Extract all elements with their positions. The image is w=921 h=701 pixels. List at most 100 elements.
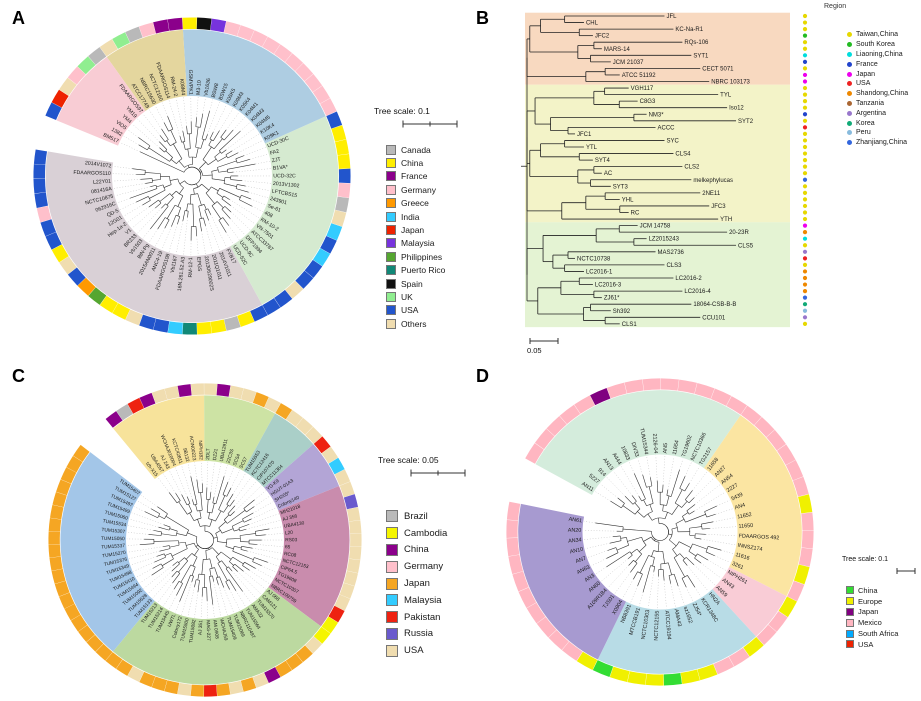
ring-segment [801, 530, 814, 549]
tree-arc [225, 579, 230, 582]
tip-label: SC54 [232, 453, 242, 467]
legend-label: Cambodia [404, 527, 448, 539]
ring-segment [112, 32, 130, 49]
tree-branch [688, 510, 695, 515]
tip-label: AM 0908 [211, 619, 219, 639]
tree-arc [211, 171, 213, 179]
legend-item-tanzania: Tanzania [847, 99, 908, 109]
tree-branch [140, 178, 153, 180]
legend-swatch [386, 644, 398, 657]
leader-dotted-line [663, 580, 667, 609]
region-dot [802, 144, 808, 150]
tree-branch [255, 534, 266, 536]
tree-branch [215, 556, 221, 563]
tip-label: TUM15307 [101, 527, 126, 535]
ring-segment [88, 287, 107, 305]
tree-branch [689, 526, 702, 529]
tree-branch [235, 188, 249, 193]
tree-arc [193, 517, 202, 522]
tree-branch [212, 575, 214, 582]
ring-segment [606, 382, 627, 399]
tip-label: ATCC19194 [663, 610, 671, 640]
ring-segment [801, 512, 814, 531]
tree-branch [209, 519, 213, 527]
tree-branch [211, 503, 215, 514]
legend-item-mexico: Mexico [846, 617, 898, 628]
leader-dotted-line [240, 122, 251, 132]
tree-branch [666, 495, 670, 506]
tree-branch [169, 178, 178, 181]
leader-dotted-line [227, 467, 234, 483]
ring-segment [335, 139, 349, 156]
tip-label: TUM15344 [638, 428, 649, 455]
sector-background [60, 452, 155, 652]
tip-label: M3-10 [196, 80, 203, 95]
tree-branch [242, 565, 250, 571]
tree-branch [228, 579, 237, 591]
ring-segment [116, 404, 134, 421]
ring-segment [33, 149, 48, 165]
legend-swatch [386, 543, 398, 556]
ring-segment [59, 256, 77, 275]
tree-branch [169, 528, 178, 532]
tree-branch [178, 560, 189, 573]
tip-label: RS03 [285, 537, 297, 543]
tip-label: 3261 [731, 561, 744, 571]
tree-branch [223, 505, 229, 513]
leader-dotted-line [168, 223, 178, 252]
ring-segment [518, 587, 537, 608]
ring-segment [728, 647, 750, 667]
tip-label: LFTCBS15 [271, 188, 297, 199]
tree-branch [226, 538, 241, 540]
leader-dotted-line [707, 559, 727, 571]
tree-branch [620, 537, 627, 539]
leader-dotted-line [132, 207, 156, 229]
tree-branch [234, 546, 242, 549]
tree-branch [211, 186, 219, 192]
ring-segment [196, 17, 212, 31]
tree-branch [207, 208, 212, 215]
tree-branch [232, 550, 254, 560]
leader-dotted-line [226, 127, 255, 150]
tree-branch [239, 199, 253, 207]
tree-branch [213, 537, 218, 539]
legend-item-japan: Japan [846, 607, 898, 618]
tip-label: VIO5 [114, 120, 127, 132]
legend-label: Others [401, 318, 427, 329]
tree-arc [175, 530, 178, 536]
panel-a-tree-scale-label: Tree scale: 0.1 [374, 106, 430, 116]
legend-item-peru: Peru [847, 128, 908, 138]
leader-dotted-line [126, 544, 141, 546]
ring-segment [56, 479, 72, 496]
leader-dotted-line [234, 485, 262, 512]
panel-b-scale-text: 0.05 [527, 346, 542, 355]
sector-background [597, 589, 756, 674]
tree-branch [148, 147, 170, 162]
legend-swatch [386, 611, 398, 624]
tip-label: ZJT [271, 156, 282, 164]
tree-branch [243, 518, 252, 523]
legend-label: Tanzania [856, 99, 885, 107]
leader-dotted-line [232, 133, 260, 152]
legend-item-taiwan-china: Taiwan,China [847, 30, 908, 40]
tip-label: LC2016-2 [675, 276, 702, 282]
tree-branch [205, 134, 208, 141]
sector-background [268, 485, 350, 627]
tree-branch [672, 549, 678, 556]
tree-branch [171, 563, 180, 572]
ring-segment [785, 460, 804, 481]
tree-branch [230, 179, 243, 181]
tree-arc [160, 531, 162, 536]
tree-branch [195, 183, 199, 188]
legend-item-korea: Korea [847, 118, 908, 128]
sector-background [243, 413, 314, 488]
ring-segment [506, 501, 521, 521]
leader-dotted-line [205, 225, 213, 253]
legend-item-usa: USA [847, 79, 908, 89]
tree-branch [642, 474, 647, 488]
tree-arc [183, 166, 202, 179]
tip-label: CIP64.5 [280, 564, 299, 576]
leader-dotted-line [686, 587, 694, 602]
leader-dotted-line [200, 596, 203, 619]
legend-swatch [847, 61, 852, 67]
